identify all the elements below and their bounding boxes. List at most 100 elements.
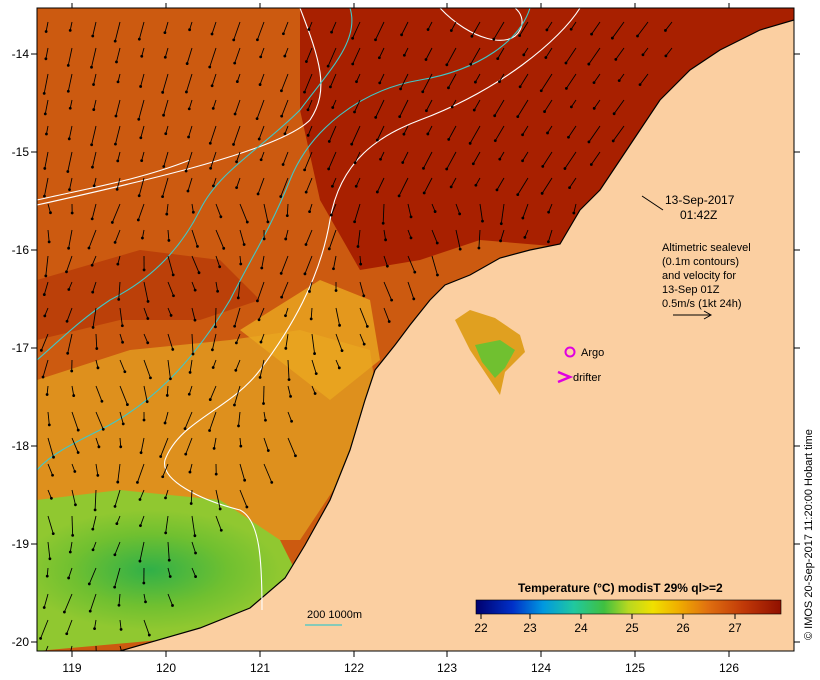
velocity-arrow-head xyxy=(113,504,117,508)
velocity-arrow xyxy=(307,125,313,136)
velocity-arrow xyxy=(234,47,241,64)
velocity-arrow-head xyxy=(664,29,667,32)
velocity-arrow-head xyxy=(43,314,47,318)
velocity-arrow-head xyxy=(121,340,124,344)
velocity-arrow xyxy=(209,411,217,431)
colorbar-tick-label: 24 xyxy=(574,621,588,635)
velocity-arrow-head xyxy=(124,663,127,666)
velocity-arrow-head xyxy=(210,84,214,88)
velocity-arrow-head xyxy=(232,143,235,146)
velocity-arrow xyxy=(354,99,361,113)
velocity-arrow-head xyxy=(327,140,331,143)
velocity-arrow xyxy=(330,203,337,216)
velocity-arrow xyxy=(383,281,393,301)
velocity-arrow-head xyxy=(474,80,477,84)
velocity-arrow-head xyxy=(445,167,449,171)
velocity-arrow-head xyxy=(115,187,119,191)
velocity-arrow-head xyxy=(398,115,402,119)
velocity-arrow-head xyxy=(41,375,45,379)
velocity-arrow xyxy=(67,333,73,354)
velocity-arrow-head xyxy=(384,238,387,242)
velocity-arrow-head xyxy=(187,135,190,139)
velocity-arrow xyxy=(95,333,98,349)
velocity-arrow-head xyxy=(350,142,354,146)
velocity-arrow-head xyxy=(329,85,332,89)
velocity-arrow-head xyxy=(374,115,378,119)
velocity-arrow-head xyxy=(470,34,474,38)
velocity-arrow xyxy=(139,489,145,500)
velocity-arrow-head xyxy=(413,270,417,274)
velocity-arrow-head xyxy=(362,342,366,346)
velocity-arrow xyxy=(43,593,49,608)
velocity-arrow-head xyxy=(188,470,192,474)
velocity-arrow-head xyxy=(91,34,95,38)
velocity-arrow xyxy=(191,281,196,291)
lon-tick-label: 123 xyxy=(437,661,457,675)
velocity-arrow-head xyxy=(193,288,197,292)
velocity-arrow-head xyxy=(43,194,46,198)
velocity-arrow-head xyxy=(390,298,394,302)
velocity-arrow-head xyxy=(91,527,95,531)
velocity-arrow-head xyxy=(498,157,502,161)
velocity-arrow-head xyxy=(97,445,101,449)
velocity-arrow xyxy=(403,125,409,135)
velocity-arrow xyxy=(40,619,49,639)
velocity-arrow xyxy=(163,151,169,167)
velocity-arrow-head xyxy=(142,581,146,585)
velocity-arrow xyxy=(517,177,529,195)
velocity-arrow xyxy=(260,333,265,343)
velocity-arrow xyxy=(398,177,409,197)
warm-water-region-2 xyxy=(37,250,260,340)
velocity-arrow-head xyxy=(617,79,621,83)
velocity-arrow-head xyxy=(235,186,239,190)
velocity-arrow-head xyxy=(313,392,317,395)
velocity-arrow-head xyxy=(65,270,68,274)
velocity-arrow-head xyxy=(51,532,55,536)
velocity-arrow xyxy=(475,73,481,83)
velocity-arrow-head xyxy=(115,522,119,526)
velocity-arrow-head xyxy=(477,246,481,250)
velocity-arrow xyxy=(541,177,553,194)
velocity-arrow-head xyxy=(208,398,212,401)
velocity-arrow-head xyxy=(42,655,45,658)
velocity-arrow xyxy=(497,47,505,59)
velocity-arrow-head xyxy=(113,553,117,557)
velocity-arrow-head xyxy=(193,318,197,322)
velocity-arrow xyxy=(522,203,529,219)
velocity-arrow-head xyxy=(92,184,96,188)
velocity-arrow-head xyxy=(211,348,214,352)
velocity-arrow-head xyxy=(67,137,71,141)
velocity-arrow xyxy=(137,203,145,221)
velocity-arrow-head xyxy=(208,141,212,145)
velocity-arrow xyxy=(590,151,601,165)
velocity-arrow-head xyxy=(187,392,191,396)
velocity-arrow xyxy=(88,567,97,585)
velocity-arrow-head xyxy=(541,164,545,168)
velocity-arrow-head xyxy=(283,132,287,136)
velocity-arrow-head xyxy=(208,65,212,69)
velocity-arrow-head xyxy=(65,632,69,636)
velocity-arrow-head xyxy=(258,83,262,86)
velocity-arrow xyxy=(547,229,553,242)
velocity-arrow xyxy=(263,411,266,421)
velocity-arrow-head xyxy=(235,80,239,83)
velocity-arrow-head xyxy=(49,211,52,215)
velocity-arrow-head xyxy=(546,131,549,135)
velocity-arrow-head xyxy=(42,293,46,296)
velocity-arrow xyxy=(91,47,97,68)
velocity-arrow xyxy=(331,21,337,33)
velocity-arrow-head xyxy=(280,295,284,299)
velocity-arrow-head xyxy=(401,161,405,164)
velocity-arrow xyxy=(259,359,265,378)
velocity-arrow xyxy=(162,177,169,197)
altimetry-line: Altimetric sealevel xyxy=(662,242,751,254)
velocity-arrow-head xyxy=(47,423,51,427)
velocity-arrow xyxy=(613,99,625,114)
velocity-arrow-head xyxy=(222,246,226,250)
velocity-arrow-head xyxy=(636,34,639,38)
velocity-arrow-head xyxy=(67,246,71,250)
velocity-arrow xyxy=(188,99,193,110)
velocity-arrow xyxy=(92,281,97,293)
velocity-arrow xyxy=(45,645,49,651)
velocity-arrow xyxy=(138,99,145,120)
